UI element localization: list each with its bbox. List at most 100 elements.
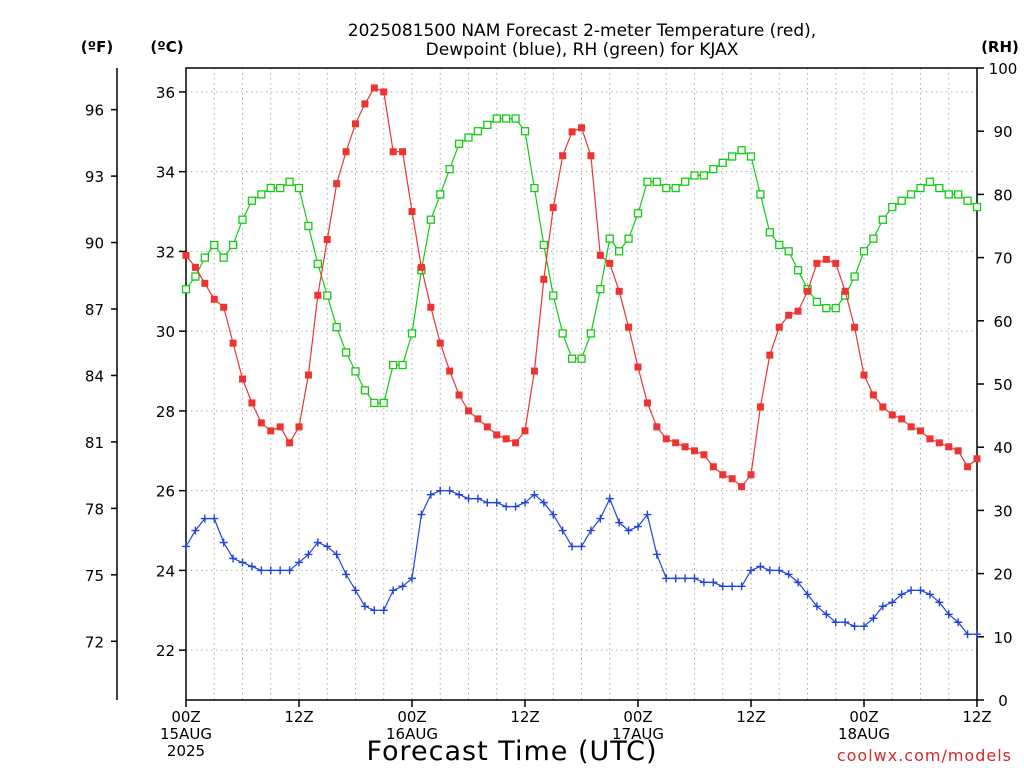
data-point — [898, 415, 906, 423]
time-tick-label: 12Z — [284, 708, 313, 726]
time-tick-label-line: 12Z — [736, 708, 765, 726]
data-point — [248, 399, 256, 407]
data-point — [294, 183, 304, 193]
data-point — [464, 494, 473, 503]
data-point — [408, 574, 416, 583]
data-point — [389, 360, 398, 370]
data-point — [493, 431, 501, 439]
data-point — [615, 247, 624, 256]
data-point — [634, 363, 642, 371]
data-point — [709, 578, 718, 587]
data-point — [539, 240, 548, 250]
data-point — [850, 622, 859, 631]
data-point — [313, 538, 322, 547]
data-point — [380, 88, 388, 96]
data-point — [878, 602, 887, 611]
data-point — [558, 329, 567, 338]
data-point — [473, 494, 482, 503]
data-point — [181, 285, 191, 294]
data-point — [624, 234, 633, 243]
data-point — [257, 566, 266, 575]
data-point — [417, 263, 425, 271]
rh-ticks: 0 10 20 30 40 50 60 70 80 90 100 — [977, 60, 1017, 710]
time-tick-label-line: 00Z — [623, 708, 652, 726]
data-point — [653, 423, 661, 431]
data-point — [804, 287, 811, 295]
data-point — [257, 419, 265, 427]
fahrenheit-tick-label: 78 — [85, 500, 104, 518]
data-point — [436, 339, 444, 347]
data-point — [229, 554, 238, 563]
data-point — [587, 152, 595, 160]
celsius-tick-label: 34 — [156, 164, 175, 182]
data-point — [586, 526, 595, 535]
data-point — [897, 590, 906, 599]
data-point — [502, 435, 510, 443]
data-point — [445, 164, 454, 174]
data-point — [831, 618, 840, 627]
data-point — [624, 526, 633, 535]
data-point — [323, 291, 332, 300]
data-point — [935, 183, 944, 193]
data-point — [201, 279, 209, 287]
celsius-tick-label: 22 — [156, 642, 175, 660]
time-tick-label-line: 12Z — [510, 708, 539, 726]
data-point — [389, 586, 398, 595]
data-point — [521, 427, 529, 435]
data-point — [850, 272, 859, 281]
data-point — [709, 463, 717, 471]
data-point — [266, 566, 275, 575]
data-point — [737, 582, 746, 591]
data-point — [690, 574, 699, 583]
data-point — [878, 215, 887, 224]
data-point — [549, 510, 558, 519]
data-point — [464, 133, 473, 142]
data-point — [455, 490, 464, 499]
rh-tick-label: 0 — [998, 692, 1008, 710]
data-point — [426, 490, 435, 499]
data-point — [399, 148, 407, 156]
data-point — [756, 562, 765, 571]
fahrenheit-axis-label: (ºF) — [81, 38, 113, 56]
time-tick-label: 12Z — [962, 708, 991, 726]
data-point — [578, 124, 585, 132]
data-point — [191, 263, 199, 271]
time-tick-label-line: 17AUG — [612, 725, 664, 743]
data-point — [766, 351, 774, 359]
data-point — [239, 375, 246, 383]
series-dewpoint — [182, 486, 981, 639]
data-point — [276, 183, 285, 193]
time-tick-label: 12Z — [510, 708, 539, 726]
data-point — [360, 602, 369, 611]
data-point — [907, 423, 915, 431]
rh-tick-label: 50 — [993, 376, 1012, 394]
data-point — [596, 285, 605, 294]
data-point — [558, 526, 567, 535]
fahrenheit-tick-label: 90 — [85, 235, 104, 253]
data-point — [586, 329, 596, 338]
data-point — [267, 427, 275, 435]
data-point — [502, 114, 511, 123]
data-point — [360, 386, 370, 395]
rh-tick-label: 80 — [993, 186, 1012, 204]
data-point — [530, 367, 538, 375]
data-point — [926, 435, 934, 443]
data-point — [427, 303, 435, 311]
time-tick-label-line: 00Z — [171, 708, 200, 726]
celsius-tick-label: 24 — [156, 562, 175, 580]
data-point — [643, 399, 651, 407]
data-point — [351, 367, 360, 376]
data-point — [596, 514, 605, 523]
time-tick-label: 12Z — [736, 708, 765, 726]
time-tick-label: 00Z 18AUG — [838, 708, 890, 743]
data-point — [822, 304, 831, 313]
data-point — [379, 398, 388, 408]
data-point — [182, 251, 190, 259]
data-point — [775, 566, 784, 575]
fahrenheit-tick-label: 96 — [85, 102, 104, 120]
data-point — [672, 439, 680, 447]
data-point — [944, 190, 953, 199]
time-tick-label: 00Z 17AUG — [612, 708, 664, 743]
data-point — [455, 391, 463, 399]
time-tick-label-line: 15AUG — [160, 725, 212, 743]
